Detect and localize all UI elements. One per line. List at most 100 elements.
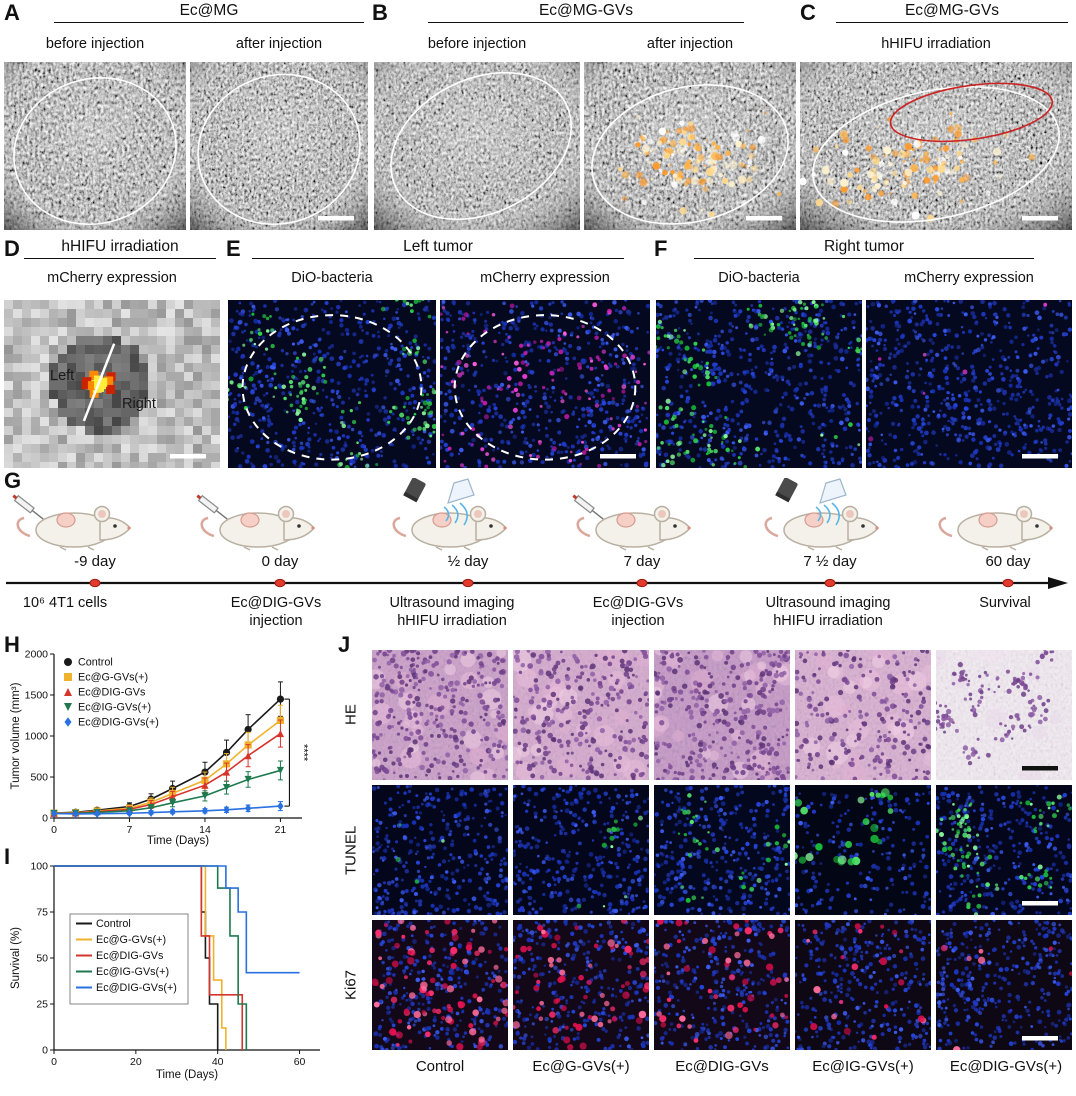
mouse-syringe-icon	[192, 478, 342, 552]
right-side-label: Right	[122, 396, 156, 412]
tumor-volume-chart: 0 7 14 21 0 500 1000 1500 2000 Time (Days) Tumor v…	[10, 649, 309, 848]
svg-text:1000: 1000	[25, 731, 49, 743]
tunel-image-g-gvs	[513, 785, 649, 915]
svg-text:60: 60	[294, 1056, 306, 1068]
right-tumor-mcherry-image	[866, 300, 1072, 468]
he-image-ig-gvs	[795, 650, 931, 780]
mouse-syringe-icon	[8, 478, 158, 552]
j-row-label-he: HE	[342, 704, 360, 726]
j-col-label-dig-gvs-plus: Ec@DIG-GVs(+)	[949, 1058, 1063, 1075]
panel-g-letter: G	[4, 468, 22, 493]
left-tumor-dio-image	[228, 300, 436, 468]
significance-marker: ****	[297, 744, 309, 762]
tunel-image-dig-gvs-plus	[936, 785, 1072, 915]
survival-chart: 0 20 40 60 0 25 50 75 100 Time (Days) Survival (%)…	[10, 861, 320, 1081]
panel-e-sub-mcherry: mCherry expression	[480, 270, 610, 286]
svg-text:0: 0	[42, 813, 48, 825]
mouse-icon	[930, 478, 1076, 552]
ki67-image-dig-gvs-plus	[936, 920, 1072, 1050]
timeline-day-5: 60 day	[985, 553, 1031, 570]
panel-d-letter: D	[4, 236, 20, 261]
panel-e-title: Left tumor	[252, 238, 624, 259]
panel-b-sub-before: before injection	[427, 36, 527, 52]
left-side-label: Left	[50, 368, 75, 384]
svg-text:14: 14	[199, 824, 211, 836]
y-axis-label: Tumor volume (mm³)	[10, 682, 22, 789]
he-image-control	[372, 650, 508, 780]
legend-item: Ec@IG-GVs(+)	[96, 966, 169, 978]
panel-c-sub-hhifu: hHIFU irradiation	[881, 36, 991, 52]
legend-item: Ec@IG-GVs(+)	[78, 702, 151, 714]
x-axis-label: Time (Days)	[156, 1069, 218, 1081]
legend-item: Control	[96, 918, 131, 930]
mouse-ultrasound-icon	[384, 477, 534, 552]
timeline-day-4: 7 ½ day	[803, 553, 857, 570]
timeline-day-2: ½ day	[447, 553, 489, 570]
timeline-desc-2: Ultrasound imaging hHIFU irradiation	[389, 595, 515, 630]
panel-c-title: Ec@MG-GVs	[836, 2, 1068, 23]
legend-item: Ec@G-GVs(+)	[78, 672, 148, 684]
svg-text:1500: 1500	[25, 690, 49, 702]
panel-f-letter: F	[654, 236, 668, 261]
panel-h-letter: H	[4, 632, 20, 657]
panel-a-letter: A	[4, 0, 20, 25]
svg-text:7: 7	[127, 824, 133, 836]
svg-text:20: 20	[130, 1056, 142, 1068]
panel-a-title: Ec@MG	[54, 2, 364, 23]
panel-e-sub-dio: DiO-bacteria	[291, 270, 373, 286]
legend-item: Ec@DIG-GVs	[78, 687, 146, 699]
legend-item: Ec@DIG-GVs(+)	[96, 982, 177, 994]
timeline-day-3: 7 day	[623, 553, 661, 570]
y-axis-label: Survival (%)	[10, 927, 22, 989]
svg-text:0: 0	[51, 1056, 57, 1068]
panel-j-letter: J	[338, 632, 351, 657]
j-col-label-g-gvs: Ec@G-GVs(+)	[532, 1058, 630, 1075]
tunel-image-dig-gvs	[654, 785, 790, 915]
panel-i-letter: I	[4, 844, 11, 869]
tunel-image-control	[372, 785, 508, 915]
right-tumor-dio-image	[656, 300, 862, 468]
left-tumor-mcherry-image	[440, 300, 650, 468]
svg-text:500: 500	[30, 772, 48, 784]
mcherry-hotspot-image	[4, 300, 220, 468]
legend-item: Ec@DIG-GVs	[96, 950, 164, 962]
he-image-g-gvs	[513, 650, 649, 780]
svg-text:50: 50	[36, 953, 48, 965]
svg-text:25: 25	[36, 999, 48, 1011]
panel-b-sub-after: after injection	[646, 36, 734, 52]
svg-text:75: 75	[36, 907, 48, 919]
panel-f-sub-dio: DiO-bacteria	[718, 270, 800, 286]
ki67-image-dig-gvs	[654, 920, 790, 1050]
timeline-desc-4: Ultrasound imaging hHIFU irradiation	[765, 595, 891, 630]
j-row-label-ki67: Ki67	[342, 969, 360, 1001]
panel-d-sub-mcherry: mCherry expression	[47, 270, 177, 286]
timeline-desc-5: Survival	[979, 595, 1031, 611]
j-col-label-control: Control	[415, 1058, 465, 1075]
x-axis-label: Time (Days)	[147, 835, 209, 847]
legend-item: Ec@G-GVs(+)	[96, 934, 166, 946]
j-col-label-dig-gvs: Ec@DIG-GVs	[675, 1058, 769, 1075]
ultrasound-image-b-before	[374, 62, 580, 230]
svg-text:40: 40	[212, 1056, 224, 1068]
timeline-day-0: -9 day	[74, 553, 116, 570]
j-col-label-ig-gvs: Ec@IG-GVs(+)	[812, 1058, 914, 1075]
legend-item: Ec@DIG-GVs(+)	[78, 717, 159, 729]
panel-d-title: hHIFU irradiation	[24, 238, 216, 259]
timeline-arrow	[6, 577, 1068, 589]
tunel-image-ig-gvs	[795, 785, 931, 915]
panel-e-letter: E	[226, 236, 241, 261]
he-image-dig-gvs	[654, 650, 790, 780]
panel-b-letter: B	[372, 0, 388, 25]
panel-c-letter: C	[800, 0, 816, 25]
ultrasound-image-a-before	[4, 62, 186, 230]
mouse-ultrasound-icon	[756, 477, 906, 552]
timeline-day-1: 0 day	[261, 553, 299, 570]
svg-text:100: 100	[30, 861, 48, 873]
svg-text:2000: 2000	[25, 649, 49, 661]
ki67-image-g-gvs	[513, 920, 649, 1050]
timeline-desc-0: 10⁶ 4T1 cells	[22, 595, 108, 611]
panel-a-sub-before: before injection	[45, 36, 145, 52]
legend-item: Control	[78, 657, 113, 669]
j-row-label-tunel: TUNEL	[342, 825, 360, 875]
